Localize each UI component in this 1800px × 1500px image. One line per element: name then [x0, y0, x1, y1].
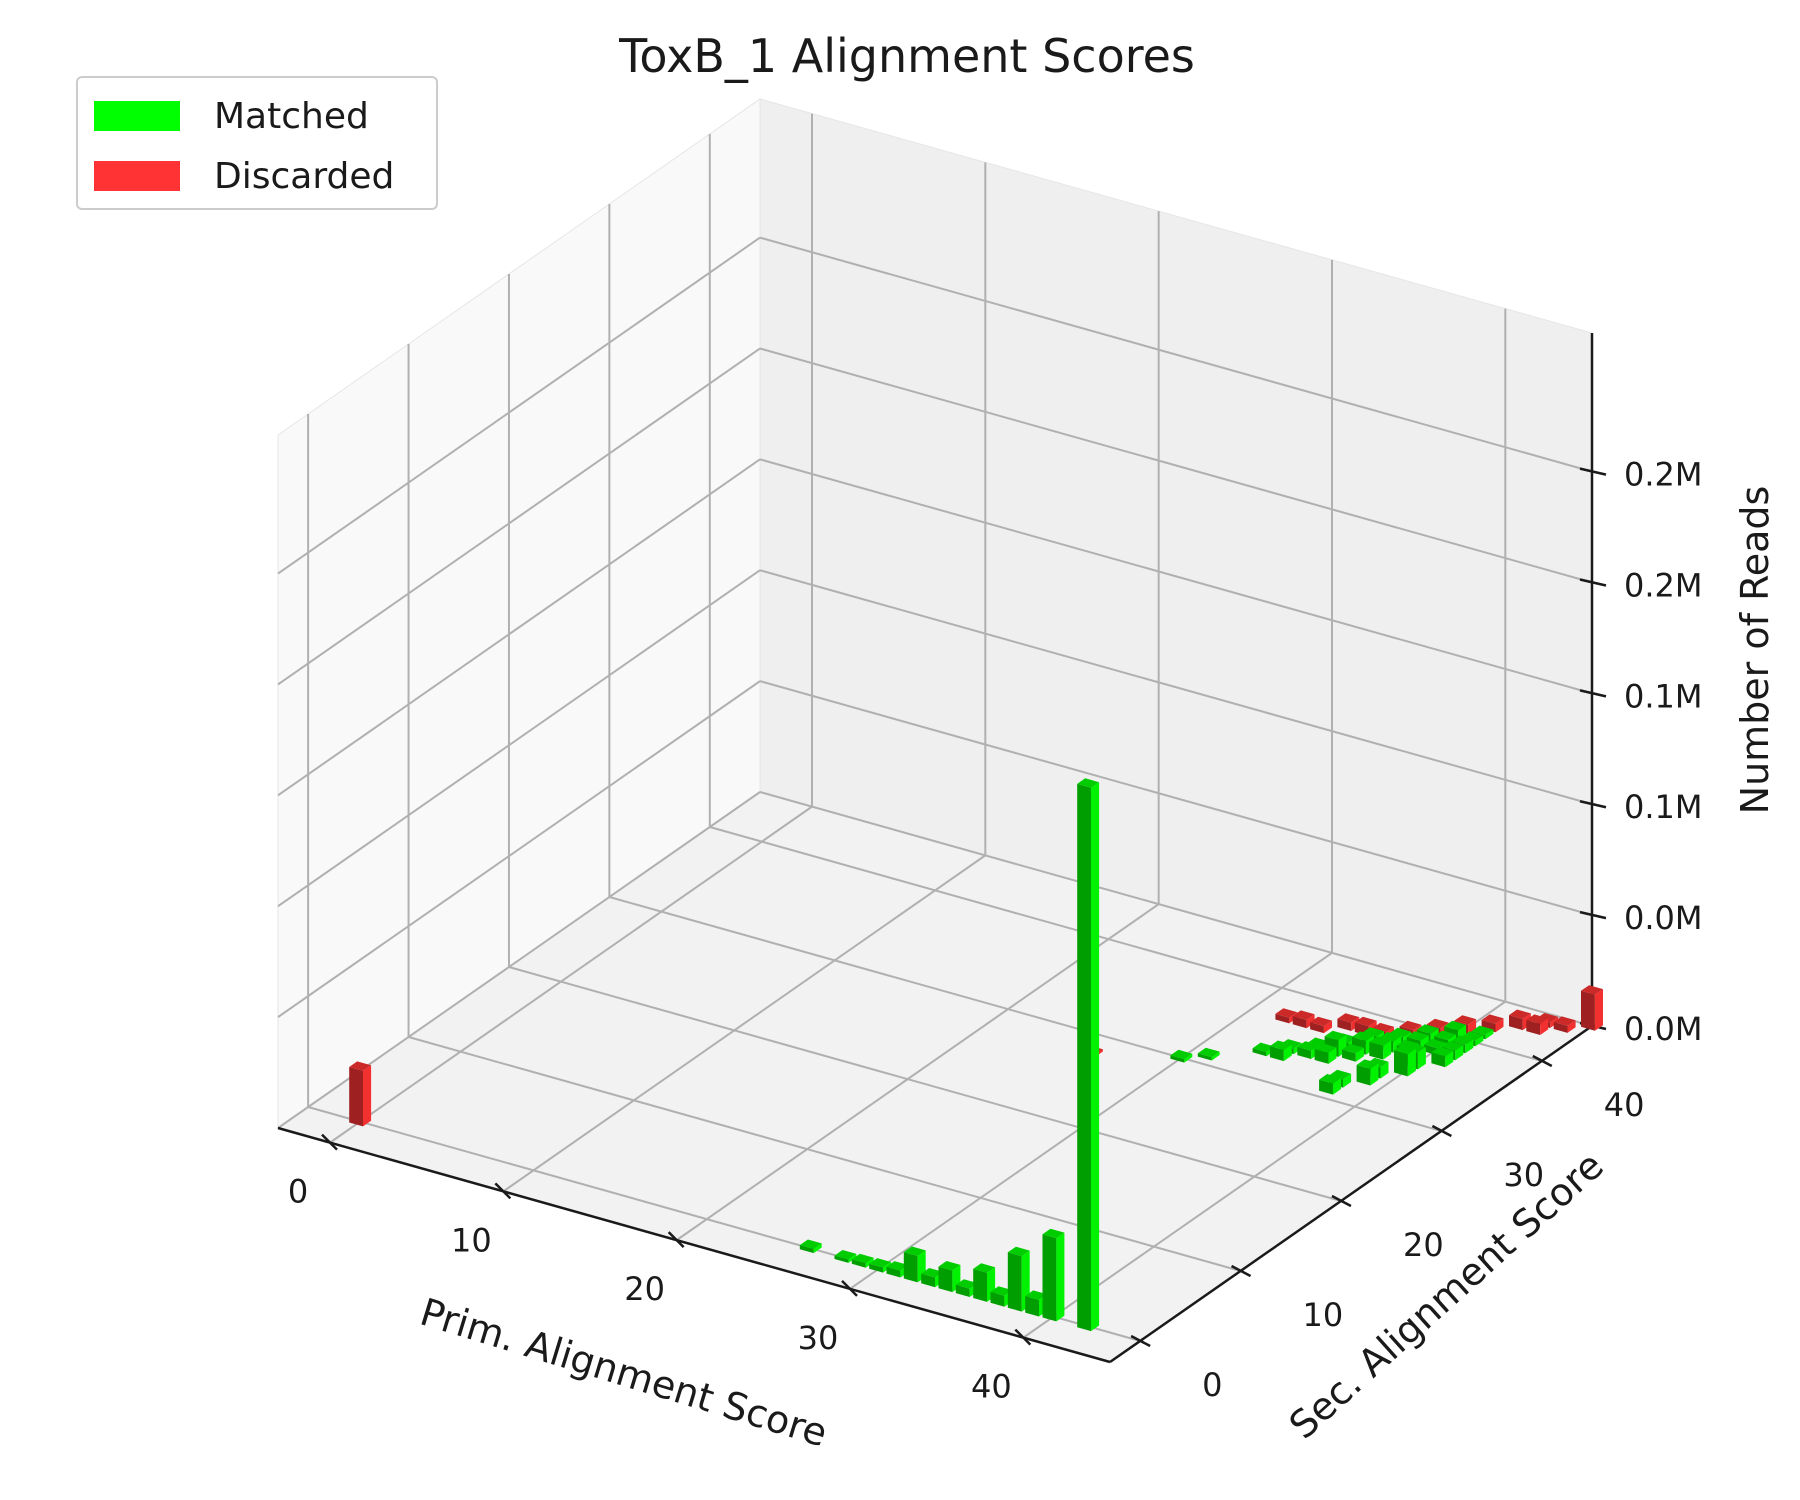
x-tick-mark: [1014, 1328, 1032, 1346]
bar-matched: [1269, 1040, 1292, 1062]
z-tick-label: 0.0M: [1624, 1010, 1703, 1048]
grid-line-z-back: [759, 236, 1593, 473]
y-tick-label: 20: [1403, 1226, 1444, 1264]
x-tick-mark: [321, 1133, 338, 1151]
z-tick-mark: [1579, 689, 1607, 698]
bar-matched: [1007, 1246, 1030, 1312]
z-tick-label: 0.2M: [1624, 566, 1703, 604]
z-tick-mark: [1579, 467, 1607, 476]
bar-matched: [1369, 1036, 1392, 1060]
x-tick-label: 10: [451, 1221, 492, 1259]
grid-line-z-wall: [277, 680, 761, 1018]
y-tick-mark: [1532, 1054, 1553, 1068]
bar-discarded: [1553, 1016, 1576, 1033]
y-tick-label: 40: [1604, 1086, 1645, 1124]
x-tick-mark: [667, 1231, 685, 1249]
grid-line-x-floor: [329, 805, 813, 1144]
grid-line-z-back: [759, 569, 1593, 806]
grid-line-z-wall: [277, 458, 761, 797]
bars-layer: [349, 778, 1603, 1332]
z-tick-mark: [1579, 578, 1607, 587]
bar-matched: [1077, 778, 1100, 1332]
y-tick-mark: [1331, 1194, 1352, 1208]
y-axis-line: [1109, 1024, 1593, 1364]
legend: Matched Discarded: [76, 76, 438, 210]
y-tick-label: 10: [1303, 1296, 1344, 1334]
y-tick-mark: [1431, 1124, 1452, 1138]
bar-matched: [851, 1253, 874, 1268]
grid-line-z-back: [759, 791, 1593, 1027]
z-axis-label: Number of Reads: [1733, 486, 1777, 815]
x-tick-label: 40: [971, 1368, 1012, 1406]
grid-line-z-back: [759, 680, 1593, 917]
bar-matched: [1319, 1074, 1341, 1095]
bar-matched: [973, 1263, 996, 1302]
z-tick-mark: [1579, 910, 1607, 920]
x-tick-label: 30: [798, 1319, 839, 1357]
bar-discarded: [1310, 1016, 1332, 1034]
z-tick-label: 0.0M: [1624, 899, 1703, 937]
grid-line-x-floor: [502, 854, 986, 1193]
grid-lines: [277, 113, 1593, 1342]
legend-item-matched: Matched: [94, 95, 369, 137]
bar-matched: [1314, 1043, 1337, 1064]
z-tick-label: 0.1M: [1624, 788, 1703, 826]
legend-label-matched: Matched: [214, 95, 369, 137]
z-tick-mark: [1579, 800, 1607, 809]
bar-discarded: [1526, 1014, 1549, 1035]
grid-line-y-floor: [408, 1036, 1241, 1272]
x-axis-line: [277, 1126, 1111, 1364]
grid-line-z-back: [759, 458, 1593, 695]
x-axis-label: Prim. Alignment Score: [415, 1290, 832, 1456]
x-tick-label: 20: [624, 1270, 665, 1308]
y-tick-label: 30: [1503, 1156, 1544, 1194]
bar-matched: [869, 1258, 892, 1273]
bar-discarded: [349, 1061, 372, 1127]
bar-matched: [799, 1239, 822, 1254]
bar-matched: [1394, 1044, 1416, 1077]
axis-lines: [277, 333, 1594, 1364]
grid-line-z-back: [759, 347, 1593, 584]
grid-line-z-wall: [277, 569, 761, 908]
bar-matched: [955, 1279, 978, 1297]
bar-matched: [1356, 1059, 1379, 1086]
legend-item-discarded: Discarded: [94, 155, 395, 197]
grid-line-y-floor: [709, 826, 1543, 1062]
legend-swatch-matched: [94, 101, 180, 131]
bar-discarded: [1354, 1016, 1377, 1036]
x-tick-mark: [494, 1182, 512, 1200]
y-tick-mark: [1130, 1334, 1151, 1348]
grid-line-z-wall: [277, 347, 761, 686]
legend-swatch-discarded: [94, 161, 180, 191]
grid-line-y-floor: [508, 966, 1342, 1202]
grid-line-y-floor: [609, 896, 1442, 1132]
x-tick-label: 0: [288, 1173, 308, 1211]
bar-discarded: [1292, 1010, 1315, 1029]
bar-matched: [1197, 1047, 1220, 1061]
z-tick-label: 0.1M: [1624, 677, 1703, 715]
x-tick-mark: [841, 1279, 858, 1297]
bar-matched: [1431, 1046, 1454, 1068]
y-tick-mark: [1230, 1264, 1252, 1278]
bar-matched: [1042, 1228, 1065, 1322]
bar-discarded: [1581, 985, 1603, 1031]
bar-matched: [834, 1250, 857, 1263]
grid-line-z-wall: [277, 236, 761, 575]
chart-title: ToxB_1 Alignment Scores: [618, 29, 1195, 83]
z-tick-label: 0.2M: [1624, 456, 1703, 494]
y-tick-label: 0: [1202, 1366, 1222, 1404]
legend-label-discarded: Discarded: [214, 155, 395, 197]
tick-marks: [321, 467, 1607, 1348]
bar-matched: [1170, 1049, 1193, 1063]
bar-matched: [1342, 1043, 1364, 1062]
